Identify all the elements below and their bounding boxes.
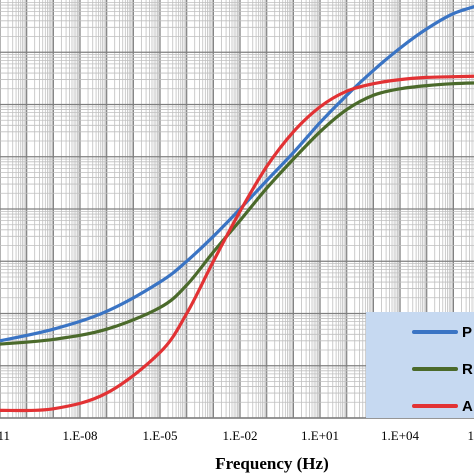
x-tick-label: 1.E-05	[143, 428, 178, 443]
x-tick-label: -11	[0, 428, 10, 443]
legend-label-P: P	[462, 324, 472, 341]
legend-label-A: A	[462, 398, 473, 415]
x-tick-label: 1.E-08	[62, 428, 97, 443]
series-line-R	[0, 81, 474, 346]
legend-label-R: R	[462, 361, 473, 378]
x-tick-label: 1.E-02	[223, 428, 258, 443]
x-tick-label: 1.E+04	[381, 428, 420, 443]
legend-box	[366, 312, 474, 418]
series-group	[0, 5, 474, 413]
x-tick-label: 1.E+	[468, 428, 474, 443]
x-tick-labels: -11 1.E-08 1.E-05 1.E-02 1.E+01 1.E+04 1.E+	[0, 428, 474, 443]
x-tick-label: 1.E+01	[301, 428, 339, 443]
series-line-P	[0, 5, 474, 343]
x-axis-title: Frequency (Hz)	[215, 454, 328, 473]
legend: P R A	[366, 312, 474, 418]
series-line-A	[0, 74, 474, 413]
